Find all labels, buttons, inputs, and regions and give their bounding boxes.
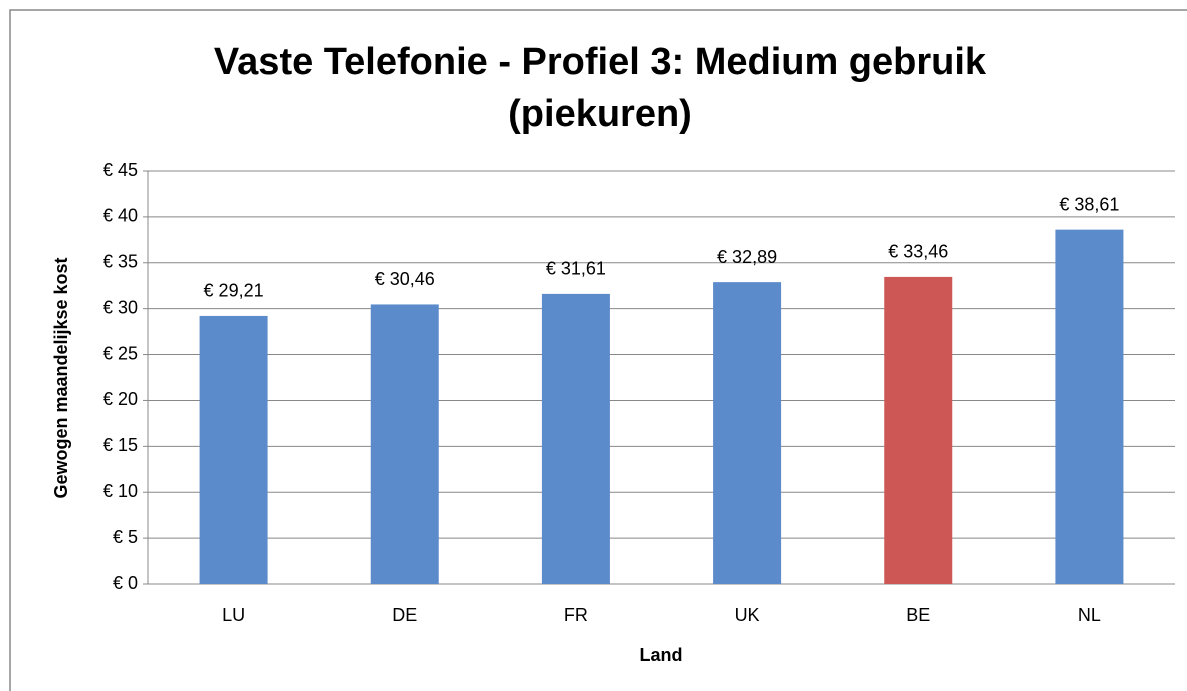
y-tick-label: € 35 bbox=[103, 252, 138, 272]
bar bbox=[884, 276, 953, 584]
y-tick-label: € 15 bbox=[103, 435, 138, 455]
x-tick-label: UK bbox=[735, 605, 760, 625]
bar bbox=[199, 315, 268, 584]
bar bbox=[713, 282, 782, 584]
y-tick-label: € 25 bbox=[103, 343, 138, 363]
y-tick-label: € 20 bbox=[103, 389, 138, 409]
y-axis-title: Gewogen maandelijkse kost bbox=[51, 257, 71, 498]
bar bbox=[541, 293, 610, 584]
y-tick-label: € 45 bbox=[103, 160, 138, 180]
y-tick-label: € 30 bbox=[103, 297, 138, 317]
y-tick-label: € 0 bbox=[113, 573, 138, 593]
bar bbox=[370, 304, 439, 584]
x-tick-label: LU bbox=[222, 605, 245, 625]
x-tick-label: FR bbox=[564, 605, 588, 625]
x-axis-title: Land bbox=[640, 645, 683, 665]
data-label: € 31,61 bbox=[546, 259, 606, 279]
y-tick-label: € 40 bbox=[103, 206, 138, 226]
chart-border bbox=[9, 9, 1187, 691]
y-tick-label: € 5 bbox=[113, 527, 138, 547]
data-label: € 29,21 bbox=[204, 281, 264, 301]
x-tick-label: NL bbox=[1078, 605, 1101, 625]
chart-title: Vaste Telefonie - Profiel 3: Medium gebr… bbox=[213, 41, 987, 135]
x-tick-label: BE bbox=[906, 605, 930, 625]
x-tick-label: DE bbox=[392, 605, 417, 625]
data-label: € 30,46 bbox=[375, 269, 435, 289]
data-label: € 32,89 bbox=[717, 247, 777, 267]
data-label: € 38,61 bbox=[1059, 194, 1119, 214]
bar bbox=[1055, 229, 1124, 584]
data-label: € 33,46 bbox=[888, 242, 948, 262]
y-tick-label: € 10 bbox=[103, 481, 138, 501]
